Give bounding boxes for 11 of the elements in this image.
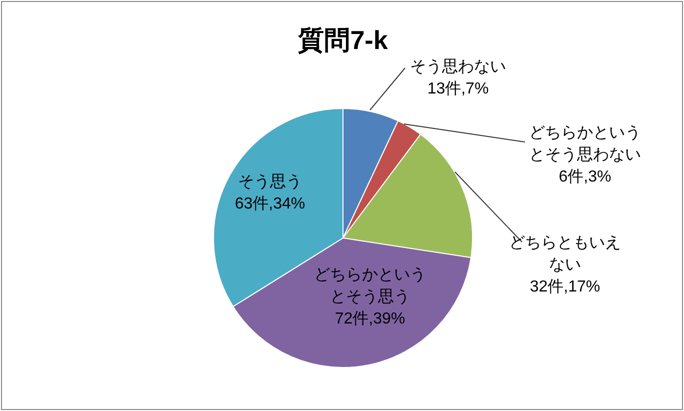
chart-title: 質問7-k bbox=[297, 25, 388, 56]
slice-label: どちらかというとそう思う bbox=[314, 266, 426, 306]
data-label: 63件,34% bbox=[234, 195, 306, 212]
data-label: 72件,39% bbox=[334, 310, 406, 328]
slice-label: どちらともいえない bbox=[509, 234, 621, 274]
data-label: 6件,3% bbox=[558, 168, 612, 186]
data-label: 13件,7% bbox=[427, 80, 489, 98]
data-label: 32件,17% bbox=[530, 278, 600, 296]
slice-label: そう思わない bbox=[410, 58, 506, 76]
slice-label: どちらかというとそう思わない bbox=[529, 124, 641, 164]
slice-label: そう思う bbox=[238, 173, 302, 190]
